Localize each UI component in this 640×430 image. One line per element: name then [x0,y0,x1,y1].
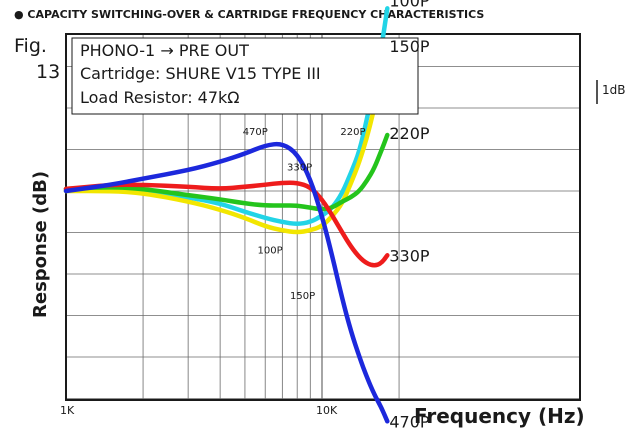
x-tick-label: 1K [60,404,75,417]
figure-label: Fig. [14,35,47,57]
annotation-470p: 470P [243,127,268,138]
series-end-label-220p: 220P [389,124,430,143]
series-line-470p [63,141,390,424]
series-line-150p [63,43,390,235]
info-box-line-2: Cartridge: SHURE V15 TYPE III [80,64,321,83]
info-box-background [71,37,419,115]
x-axis-label: Frequency (Hz) [414,404,585,428]
series-end-label-470p: 470P [389,412,430,430]
annotation-330p: 330P [287,162,312,173]
figure-header: ● CAPACITY SWITCHING-OVER & CARTRIDGE FR… [14,8,484,21]
info-box-line-3: Load Resistor: 47kΩ [80,88,240,107]
annotation-150p: 150P [290,291,315,302]
x-tick-labels: 1K 10K [60,404,338,417]
annotation-220p: 220P [340,127,365,138]
annotation-100p: 100P [258,245,283,256]
figure-number: 13 [36,61,60,83]
series-end-label-330p: 330P [389,246,430,265]
series-layer [63,6,390,424]
scale-marker-label: 1dB [602,83,625,97]
series-line-220p [63,132,390,212]
series-end-label-100p: 100P [389,0,430,10]
series-line-330p [63,180,390,268]
plot-frame [65,33,581,401]
series-end-label-150p: 150P [389,37,430,56]
y-axis-label: Response (dB) [30,171,51,318]
info-box-line-1: PHONO-1 → PRE OUT [80,41,249,60]
scale-marker: 1dB [596,80,625,104]
x-tick-label: 10K [316,404,338,417]
annotation-layer: 470P 220P 330P 100P 150P [243,127,366,302]
end-label-layer: 100P 150P 220P 330P 470P [389,0,430,430]
